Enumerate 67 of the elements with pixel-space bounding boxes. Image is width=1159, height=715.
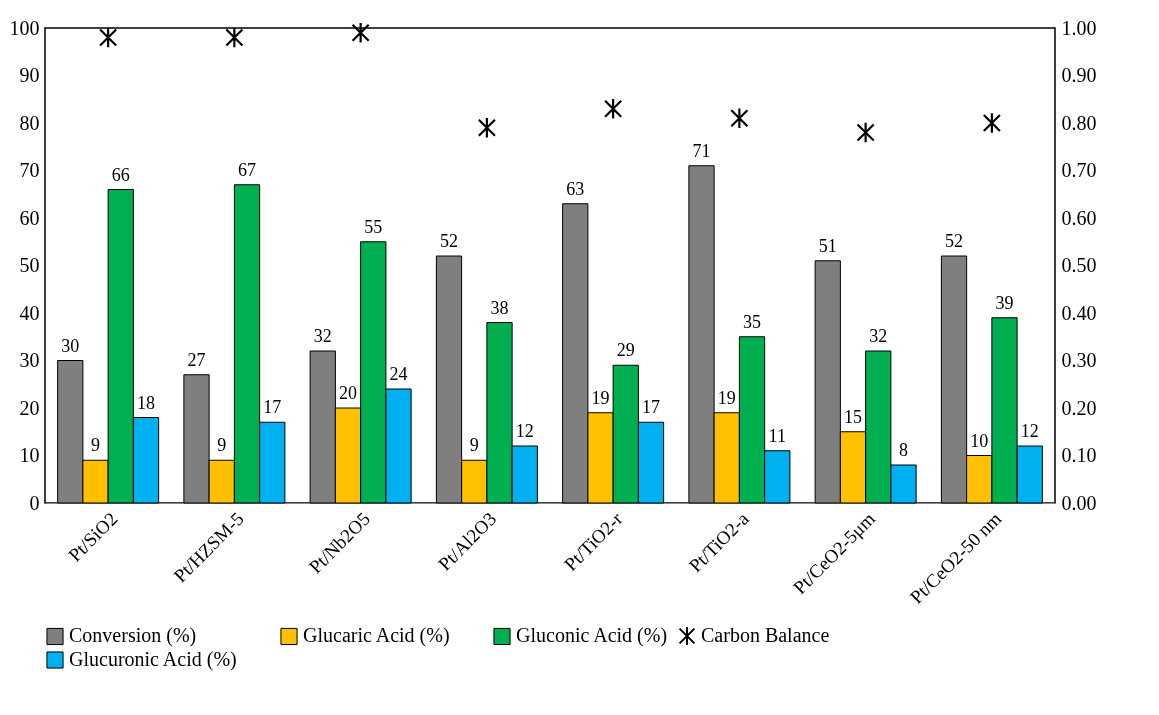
data-label: 35 [743,311,761,332]
data-label: 9 [91,435,100,456]
y2-tick-label: 0.20 [1061,396,1097,419]
data-label: 67 [238,159,256,180]
y2-tick-label: 0.50 [1061,254,1097,276]
legend-label: Carbon Balance [701,624,830,646]
point [982,112,1002,134]
data-label: 24 [389,364,408,384]
data-label: 9 [217,435,227,456]
data-label: 32 [869,326,888,346]
data-label: 71 [692,140,711,161]
y2-tick-label: 0.70 [1061,159,1097,181]
y-tick-label: 70 [19,159,40,181]
point [730,107,749,130]
legend-label: Glucuronic Acid (%) [69,648,237,671]
data-label: 39 [995,292,1014,313]
y2-tick-label: 0.10 [1061,444,1097,466]
data-label: 17 [642,397,660,418]
y-tick-label: 10 [19,444,40,466]
data-label: 52 [440,231,458,251]
y-tick-label: 90 [19,64,40,86]
legend-label: Gluconic Acid (%) [516,624,668,648]
y2-tick-label: 0.80 [1061,111,1097,134]
legend-label: Conversion (%) [69,624,197,648]
y-tick-label: 100 [9,16,40,39]
data-label: 11 [768,425,786,446]
y2-tick-label: 0.00 [1061,491,1097,514]
data-label: 10 [970,430,989,451]
y-tick-label: 50 [19,254,40,276]
y-tick-label: 30 [19,349,40,371]
data-label: 32 [313,326,332,346]
point [856,121,875,144]
data-label: 9 [469,435,479,456]
y2-tick-label: 1.00 [1061,16,1097,39]
y2-tick-label: 0.40 [1061,301,1097,324]
point [98,26,118,49]
data-label: 8 [899,440,908,460]
data-label: 38 [490,297,509,318]
data-label: 27 [187,349,206,370]
y-tick-label: 0 [29,491,40,514]
y-tick-label: 40 [19,301,40,324]
point [351,21,370,44]
legend-label: Glucaric Acid (%) [303,624,450,648]
data-label: 20 [339,383,357,403]
data-label: 17 [263,397,282,418]
y2-tick-label: 0.30 [1061,349,1097,371]
data-label: 29 [616,340,635,361]
data-label: 51 [818,235,837,256]
data-label: 15 [844,406,862,427]
data-label: 52 [945,231,963,251]
data-label: 55 [364,216,383,237]
data-label: 66 [111,164,130,185]
data-label: 63 [566,178,585,199]
point [603,97,623,120]
y-tick-label: 80 [19,111,40,134]
y2-tick-label: 0.60 [1061,206,1097,229]
point [477,116,497,139]
data-label: 12 [515,421,534,441]
y-tick-label: 60 [19,206,40,229]
point [225,26,244,49]
y-tick-label: 20 [19,396,40,419]
data-label: 18 [137,392,155,413]
data-label: 19 [591,387,610,408]
data-label: 30 [61,335,80,356]
data-label: 19 [717,387,736,408]
y2-tick-label: 0.90 [1061,64,1097,86]
data-label: 12 [1020,421,1039,441]
